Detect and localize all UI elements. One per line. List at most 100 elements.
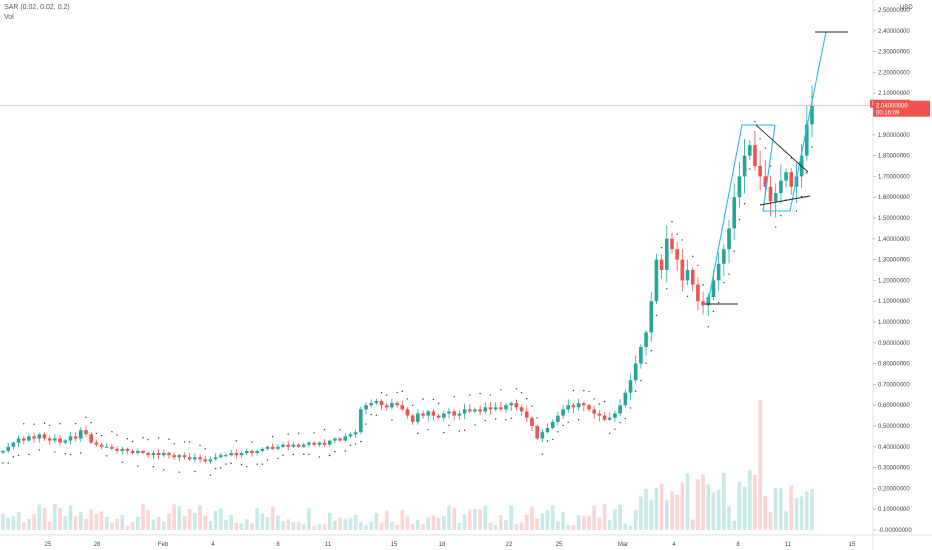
sar-dot	[33, 423, 35, 425]
candle-body	[737, 176, 742, 198]
candle-body	[613, 413, 617, 418]
candle-body	[400, 405, 405, 410]
sar-dot	[562, 424, 564, 427]
candle-body	[348, 434, 353, 437]
sar-dot	[240, 464, 243, 466]
volume-bar	[198, 505, 202, 530]
volume-bar	[732, 520, 737, 530]
sar-dot	[308, 453, 310, 456]
volume-bar	[784, 511, 788, 530]
sar-dot	[531, 405, 533, 407]
volume-bar	[514, 524, 519, 530]
sar-dot	[759, 138, 761, 140]
volume-bar	[509, 505, 514, 530]
volume-bar	[99, 511, 104, 530]
sar-dot	[743, 202, 746, 205]
price-tag	[873, 100, 930, 117]
sar-dot	[437, 402, 440, 404]
volume-bar	[63, 516, 68, 530]
sar-dot	[738, 218, 741, 221]
candle-body	[63, 440, 68, 443]
candle-body	[270, 446, 275, 449]
volume-bar	[483, 505, 488, 530]
candle-body	[151, 453, 156, 456]
candle-body	[291, 444, 296, 447]
sar-dot	[282, 454, 284, 456]
candle-body	[747, 145, 752, 156]
candle-body	[410, 415, 415, 422]
sar-dot	[448, 424, 450, 427]
sar-dot	[7, 462, 9, 464]
sar-dot	[526, 397, 528, 400]
sar-dot	[183, 441, 186, 443]
sar-dot	[552, 438, 554, 441]
candle-body	[499, 407, 503, 410]
candle-body	[753, 145, 757, 166]
candle-body	[664, 238, 669, 270]
sar-dot	[676, 233, 678, 236]
candle-body	[556, 415, 560, 422]
candle-body	[265, 446, 270, 449]
candle-body	[167, 453, 171, 456]
sar-dot	[163, 469, 165, 471]
candle-body	[32, 436, 36, 439]
y-tick-label: 1.60000000	[878, 195, 910, 201]
candle-body	[519, 407, 524, 412]
y-tick-label: 2.40000000	[878, 29, 910, 35]
x-tick-label: 15	[849, 542, 856, 548]
volume-bar	[338, 517, 342, 530]
volume-bar	[664, 500, 669, 530]
x-tick-label: 4	[211, 542, 215, 548]
candle-body	[530, 417, 534, 426]
sar-dot	[645, 362, 647, 364]
candle-body	[649, 301, 654, 333]
sar-dot	[749, 168, 751, 170]
volume-bar	[607, 520, 612, 530]
sar-dot	[313, 432, 315, 434]
candle-body	[37, 434, 42, 439]
y-tick-label: 2.30000000	[878, 50, 910, 56]
candle-body	[260, 448, 265, 451]
volume-bar	[203, 516, 208, 530]
volume-bar	[473, 508, 477, 530]
volume-bar	[499, 515, 503, 530]
sar-dot	[666, 288, 668, 290]
price-tag-countdown: 00:16:09	[876, 111, 900, 117]
candle-body	[130, 450, 135, 454]
sar-dot	[375, 414, 378, 416]
candle-body	[722, 249, 726, 264]
sar-dot	[12, 456, 15, 458]
volume-bar	[441, 516, 446, 530]
candle-body	[327, 440, 332, 445]
y-tick-label: 0.60000000	[878, 403, 910, 409]
y-tick-label: 0.10000000	[878, 507, 910, 513]
candle-body	[504, 405, 508, 410]
x-tick-label: 18	[439, 542, 446, 548]
legend-sar: SAR (0.02, 0.02, 0.2)	[4, 4, 70, 11]
volume-bar	[16, 512, 21, 530]
volume-bar	[763, 495, 768, 530]
sar-dot	[370, 413, 372, 416]
candle-body	[810, 105, 814, 125]
candle-body	[47, 438, 52, 441]
volume-bar	[452, 508, 456, 530]
sar-dot	[479, 392, 481, 395]
volume-bar	[421, 523, 425, 530]
sar-dot	[500, 389, 502, 391]
volume-bar	[146, 510, 151, 530]
volume-bar	[167, 513, 171, 530]
sar-dot	[100, 434, 103, 437]
currency-label: USD	[900, 5, 913, 11]
volume-bar	[333, 520, 337, 530]
volume-bar	[602, 504, 607, 530]
volume-bar	[130, 522, 135, 530]
sar-dot	[541, 453, 544, 455]
volume-bar	[670, 491, 674, 530]
sar-dot	[515, 388, 518, 390]
y-tick-label: 0.70000000	[878, 382, 910, 388]
candle-body	[685, 270, 690, 281]
volume-bar	[156, 516, 161, 530]
x-tick-label: Feb	[158, 542, 169, 548]
y-tick-label: 2.50000000	[878, 8, 910, 14]
